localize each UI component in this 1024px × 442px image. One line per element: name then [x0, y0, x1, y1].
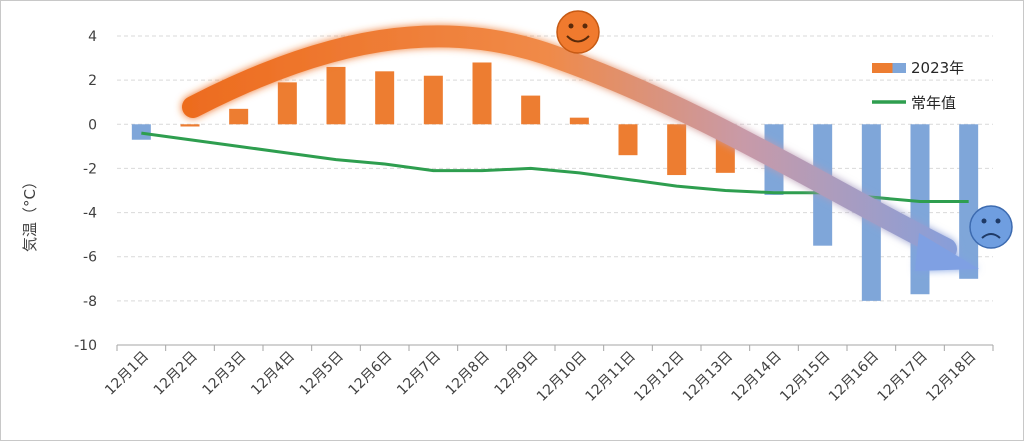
legend: 2023年 常年值	[872, 59, 964, 112]
x-tick-label: 12月3日	[199, 349, 249, 399]
bar	[131, 124, 151, 140]
y-tick-label: 4	[88, 29, 97, 45]
y-tick-label: -6	[83, 250, 97, 266]
x-tick-label: 12月8日	[443, 349, 493, 399]
x-tick-label: 12月7日	[394, 349, 444, 399]
bar	[180, 124, 200, 127]
legend-label-2023: 2023年	[911, 59, 964, 77]
bar	[569, 117, 589, 125]
x-tick-label: 12月11日	[583, 349, 639, 405]
x-tick-label: 12月14日	[729, 349, 785, 405]
bar	[375, 71, 395, 125]
x-tick-label: 12月4日	[248, 349, 298, 399]
y-tick-label: -8	[83, 294, 97, 310]
bar	[423, 75, 443, 125]
y-axis-title: 気温（°C）	[21, 174, 39, 252]
legend-label-normal: 常年值	[911, 94, 956, 112]
x-tick-label: 12月18日	[923, 349, 979, 405]
x-tick-label: 12月13日	[680, 349, 736, 405]
legend-swatch-2023	[872, 63, 906, 73]
x-tick-label: 12月17日	[875, 349, 931, 405]
x-tick-label: 12月16日	[826, 349, 882, 405]
x-tick-label: 12月15日	[777, 349, 833, 405]
x-tick-label: 12月9日	[491, 349, 541, 399]
x-axis: 12月1日12月2日12月3日12月4日12月5日12月6日12月7日12月8日…	[102, 344, 994, 405]
x-tick-label: 12月2日	[151, 349, 201, 399]
y-tick-label: -10	[74, 338, 97, 354]
y-tick-label: -2	[83, 161, 97, 177]
bar	[277, 82, 297, 125]
bar	[326, 66, 346, 125]
bar-series-2023	[131, 62, 979, 301]
trend-arrow	[182, 25, 979, 271]
x-tick-label: 12月12日	[631, 349, 687, 405]
y-tick-label: 2	[88, 73, 97, 89]
y-tick-label: 0	[88, 117, 97, 133]
bar	[618, 124, 638, 156]
bar	[521, 95, 541, 125]
smiley-face-icon	[556, 10, 600, 54]
y-tick-label: -4	[83, 206, 97, 222]
sad-face-icon	[969, 205, 1013, 249]
x-tick-label: 12月10日	[534, 349, 590, 405]
x-tick-label: 12月5日	[297, 349, 347, 399]
bar	[667, 124, 687, 176]
y-axis-ticks: 4 2 0 -2 -4 -6 -8 -10	[74, 29, 97, 354]
x-tick-label: 12月1日	[102, 349, 152, 399]
bar	[229, 108, 249, 125]
x-tick-label: 12月6日	[345, 349, 395, 399]
bar	[472, 62, 492, 125]
